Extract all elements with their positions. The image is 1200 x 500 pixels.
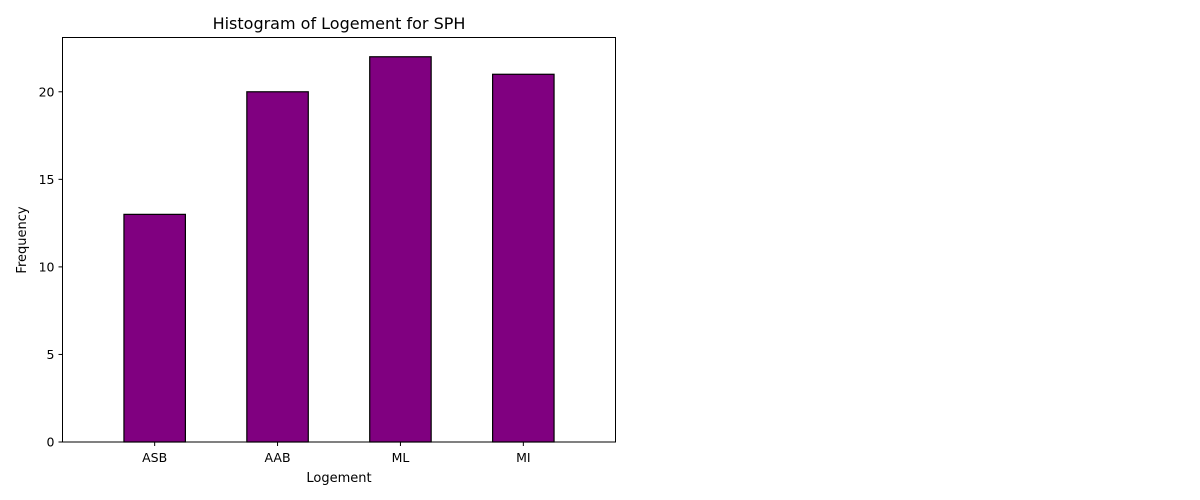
bar-ml [369, 56, 432, 443]
bar-mi [492, 73, 555, 443]
x-axis: ASB AAB ML MI [142, 442, 531, 465]
y-tick-label: 10 [39, 259, 55, 274]
y-tick-label: 15 [39, 172, 55, 187]
x-tick-label-ml: ML [392, 450, 410, 465]
x-tick-label-asb: ASB [142, 450, 167, 465]
bar-asb [123, 213, 186, 443]
x-axis-label: Logement [306, 471, 371, 486]
x-tick-label-mi: MI [516, 450, 530, 465]
x-tick-label-aab: AAB [265, 450, 291, 465]
y-axis: 0 5 10 15 20 [39, 84, 63, 450]
plot-area-frame [62, 37, 616, 443]
y-tick-label: 20 [39, 84, 55, 99]
y-axis-label: Frequency [15, 206, 30, 273]
chart-title: Histogram of Logement for SPH [213, 14, 466, 33]
bar-aab [246, 91, 309, 443]
y-tick-label: 0 [47, 435, 55, 450]
y-tick-label: 5 [47, 347, 55, 362]
bars-group [123, 56, 555, 443]
